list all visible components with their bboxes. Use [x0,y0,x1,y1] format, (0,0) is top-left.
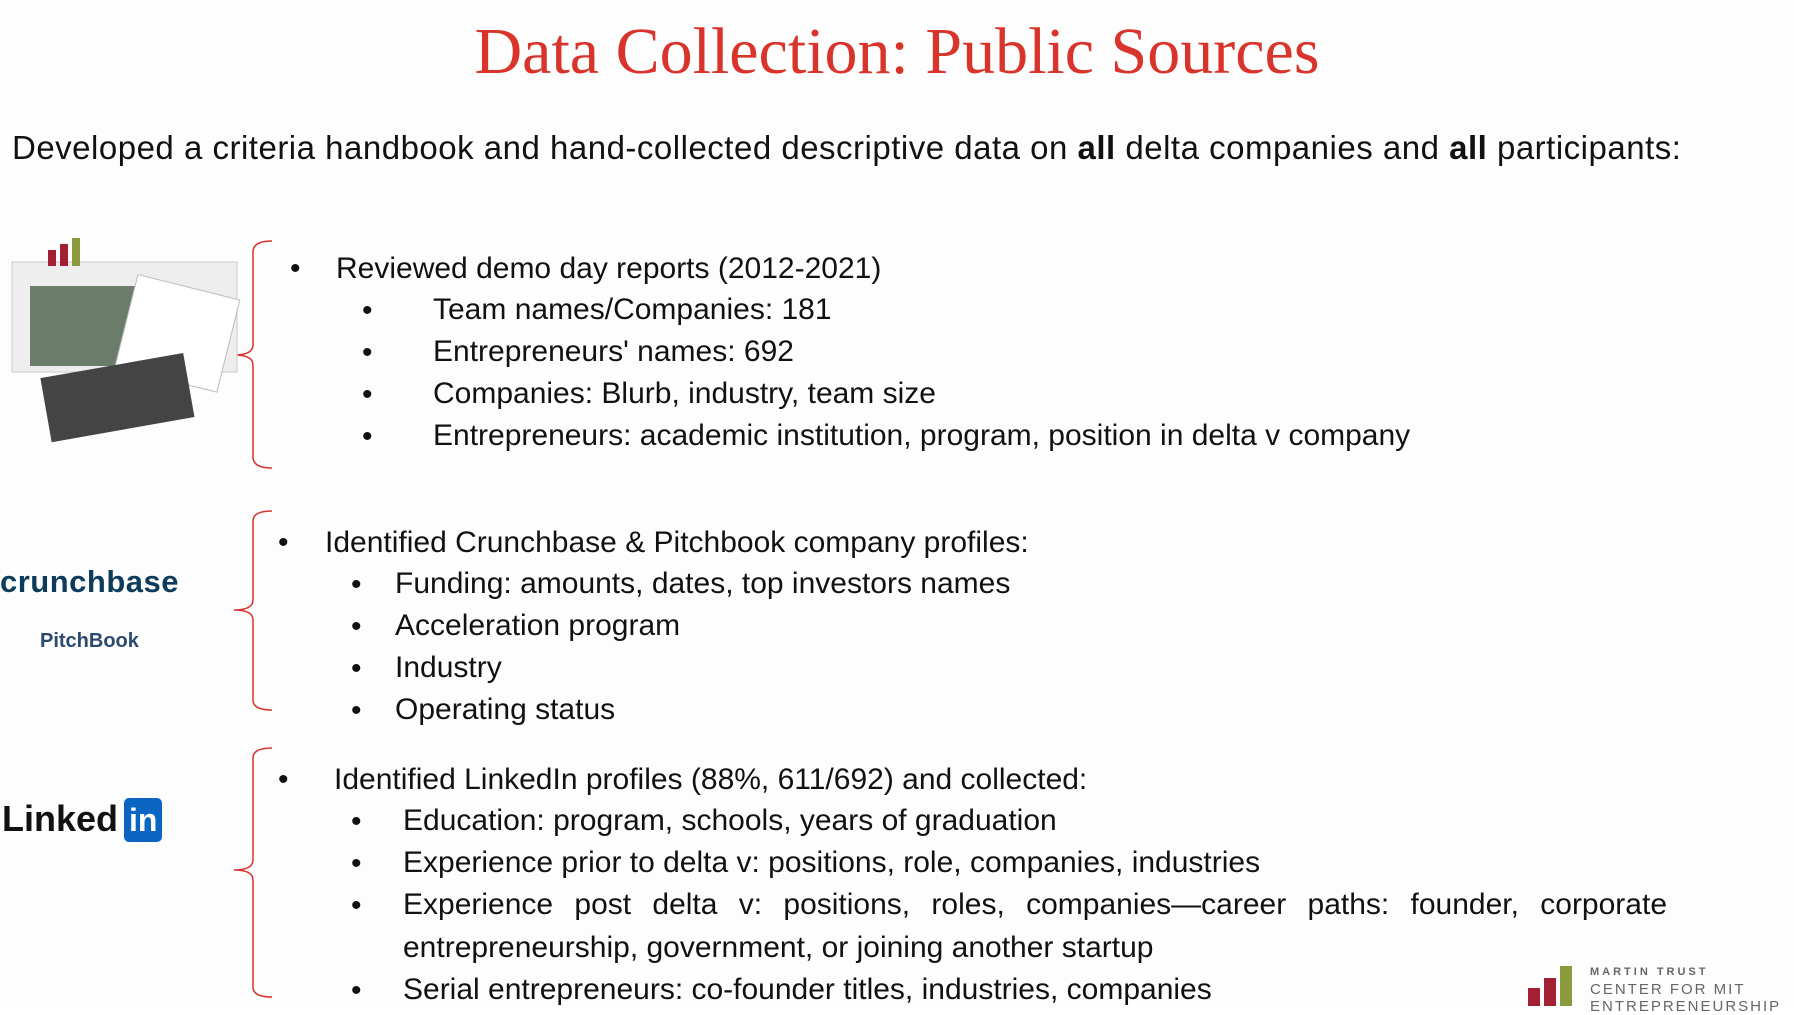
bullet: • [362,294,373,327]
list-item: Operating status [395,693,616,726]
section-heading: Reviewed demo day reports (2012-2021) [336,252,882,285]
linkedin-logo-box: in [124,798,163,842]
bullet: • [351,974,362,1007]
bullet: • [351,610,362,643]
section-heading: Identified Crunchbase & Pitchbook compan… [325,526,1029,559]
intro-segment: Developed a criteria handbook and hand-c… [12,129,1078,166]
footer-logo-text: MARTIN TRUST [1590,966,1709,978]
list-item: Funding: amounts, dates, top investors n… [395,567,1011,600]
demo-day-collage [11,238,241,443]
linkedin-logo: Linked [2,798,119,839]
intro-segment: delta companies and [1115,129,1450,166]
list-item: Serial entrepreneurs: co-founder titles,… [403,973,1212,1006]
bullet: • [351,694,362,727]
brace [233,240,273,998]
bullet: • [278,763,289,796]
footer-logo-text: CENTER FOR MIT [1590,981,1746,998]
bullet: • [351,889,362,922]
footer-logo-mark [1528,966,1572,1006]
list-item: Team names/Companies: 181 [433,293,832,326]
pitchbook-logo: PitchBook [40,630,139,652]
list-item: Industry [395,651,502,684]
intro-segment: participants: [1487,129,1682,166]
list-item: Entrepreneurs: academic institution, pro… [433,419,1411,452]
list-item: Experience post delta v: positions, role… [403,888,1667,964]
slide-title: Data Collection: Public Sources [474,15,1320,88]
bullet: • [351,568,362,601]
section-heading: Identified LinkedIn profiles (88%, 611/6… [334,763,1088,796]
list-item: Education: program, schools, years of gr… [403,804,1057,837]
list-item: Experience prior to delta v: positions, … [403,846,1261,879]
list-item: Companies: Blurb, industry, team size [433,377,936,410]
bullet: • [362,336,373,369]
crunchbase-logo: crunchbase [0,564,180,599]
list-item: Acceleration program [395,609,681,642]
bullet: • [362,378,373,411]
intro-text: Developed a criteria handbook and hand-c… [12,124,1764,171]
bullet: • [351,847,362,880]
bullet: • [351,652,362,685]
footer-logo-text: ENTREPRENEURSHIP [1590,998,1782,1015]
list-item: Entrepreneurs' names: 692 [433,335,794,368]
bullet: • [362,420,373,453]
emphasis: all [1077,129,1116,166]
bullet: • [290,252,301,285]
emphasis: all [1449,129,1488,166]
bullet: • [351,805,362,838]
bullet: • [278,526,289,559]
